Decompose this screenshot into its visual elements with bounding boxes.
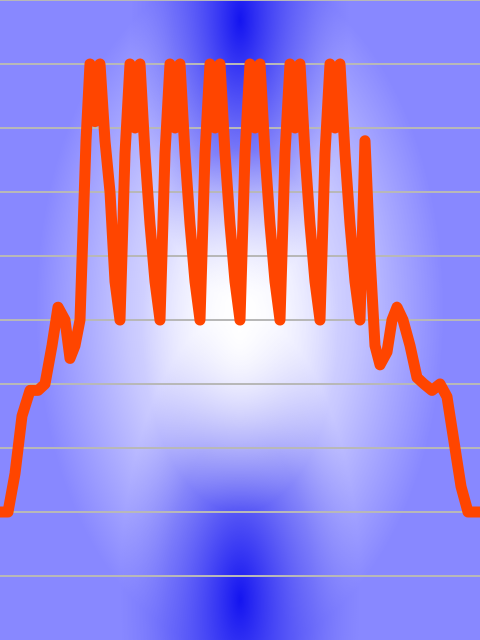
series-line-0	[0, 58, 480, 518]
series-layer	[0, 58, 480, 518]
